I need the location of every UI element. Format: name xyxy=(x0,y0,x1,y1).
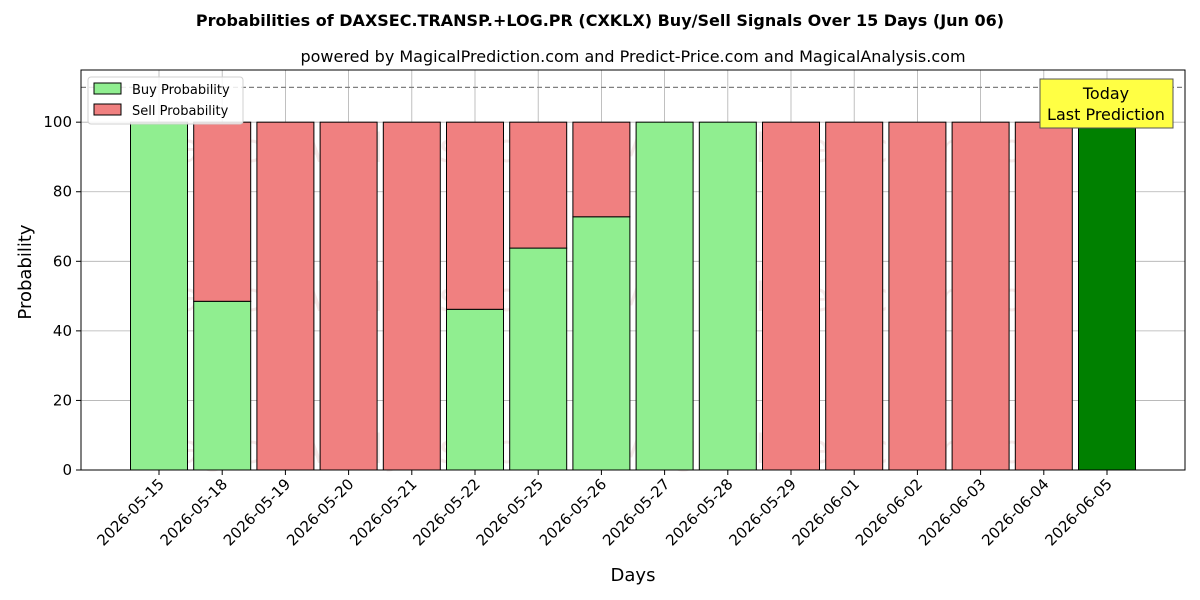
x-tick-label: 2026-05-21 xyxy=(346,475,420,549)
legend-box xyxy=(87,76,244,125)
y-tick-label: 80 xyxy=(53,183,72,201)
y-tick-label: 40 xyxy=(53,322,72,340)
sell-bar xyxy=(382,121,441,471)
sell-bar xyxy=(888,121,947,471)
x-tick-label: 2026-06-01 xyxy=(789,475,863,549)
chart-subtitle: powered by MagicalPrediction.com and Pre… xyxy=(300,47,965,66)
x-tick-label: 2026-05-28 xyxy=(662,475,736,549)
buy-bar xyxy=(698,121,757,471)
y-tick-label: 60 xyxy=(53,252,72,270)
buy-bar xyxy=(509,247,568,471)
x-tick-label: 2026-05-18 xyxy=(157,475,231,549)
legend-swatch xyxy=(93,82,122,95)
sell-bar xyxy=(193,121,252,302)
sell-bar xyxy=(762,121,820,471)
y-tick-label: 100 xyxy=(43,113,72,131)
x-tick-label: 2026-05-25 xyxy=(473,475,547,549)
sell-bar xyxy=(319,121,378,471)
buy-bar xyxy=(572,216,631,471)
buy-bar xyxy=(446,308,504,471)
y-axis-label: Probability xyxy=(15,224,36,319)
today-annotation: Today Last Prediction xyxy=(1039,78,1174,129)
today-annotation-text: Last Prediction xyxy=(1047,105,1165,124)
chart-title: Probabilities of DAXSEC.TRANSP.+LOG.PR (… xyxy=(196,11,1004,30)
buy-bar xyxy=(193,300,252,471)
y-tick-label: 20 xyxy=(53,391,72,409)
x-tick-label: 2026-05-26 xyxy=(536,475,610,549)
x-tick-label: 2026-05-27 xyxy=(599,475,673,549)
x-tick-label: 2026-06-02 xyxy=(852,475,926,549)
x-tick-label: 2026-06-03 xyxy=(915,475,989,549)
today-annotation-text: Today xyxy=(1082,84,1129,103)
x-tick-label: 2026-06-05 xyxy=(1041,475,1115,549)
sell-bar xyxy=(1014,121,1073,471)
legend-swatch xyxy=(93,103,122,116)
x-tick-label: 2026-06-04 xyxy=(978,475,1052,549)
sell-bar xyxy=(256,121,315,471)
legend: Buy Probability Sell Probability xyxy=(87,76,244,125)
sell-bar xyxy=(446,121,504,310)
y-tick-label: 0 xyxy=(62,461,72,479)
sell-bar xyxy=(825,121,884,471)
x-axis-label: Days xyxy=(611,565,656,586)
x-tick-label: 2026-05-19 xyxy=(220,475,294,549)
sell-bar xyxy=(951,121,1010,471)
sell-bar xyxy=(572,121,631,218)
x-tick-label: 2026-05-22 xyxy=(409,475,483,549)
x-tick-label: 2026-05-20 xyxy=(283,475,357,549)
buy-bar xyxy=(1078,121,1136,471)
legend-label: Sell Probability xyxy=(132,104,229,119)
today-annotation-box xyxy=(1039,78,1174,129)
buy-bar xyxy=(130,121,188,471)
legend-label: Buy Probability xyxy=(132,83,230,98)
plot-frame xyxy=(80,69,1186,471)
sell-bar xyxy=(509,121,568,249)
x-tick-label: 2026-05-29 xyxy=(725,475,799,549)
bars-layer xyxy=(81,86,1185,471)
x-tick-label: 2026-05-15 xyxy=(93,475,167,549)
buy-bar xyxy=(635,121,694,471)
